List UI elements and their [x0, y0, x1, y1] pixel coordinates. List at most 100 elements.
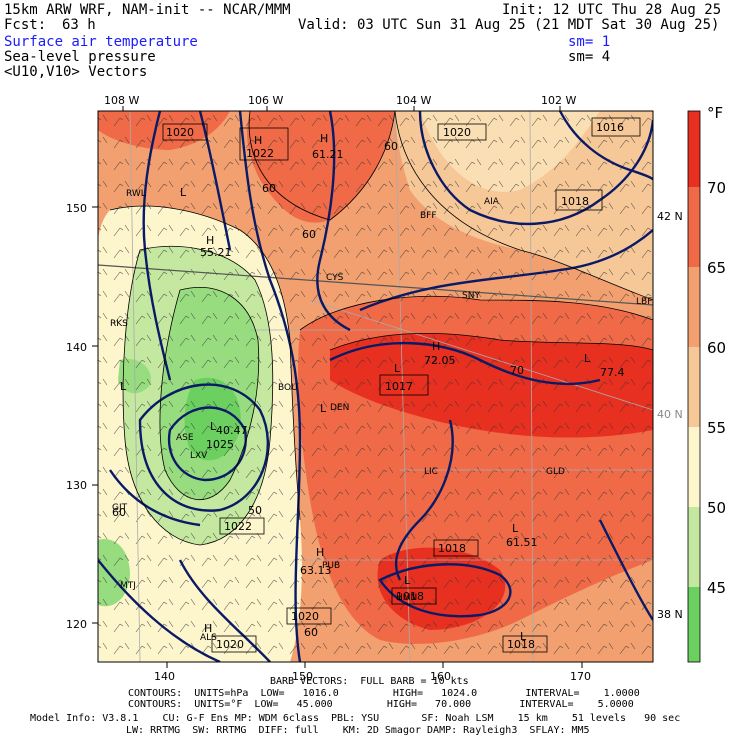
forecast-hour: 63 h	[62, 17, 96, 33]
pressure-label: 1020	[166, 126, 194, 139]
station-label: MTJ	[120, 581, 136, 591]
contour-label: 60	[262, 182, 276, 195]
pressure-label: 1020	[443, 126, 471, 139]
station-label: DEN	[330, 403, 349, 413]
top-lon-label: 108 W	[104, 94, 139, 107]
field-pressure-label: Sea-level pressure	[4, 49, 156, 65]
model-title: 15km ARW WRF, NAM-init -- NCAR/MMM	[4, 2, 291, 18]
station-label: LIC	[424, 467, 438, 477]
pressure-label: 1017	[385, 380, 413, 393]
station-label: GJT	[112, 503, 128, 513]
left-y-label: 130	[66, 479, 87, 492]
station-label: ALS	[200, 633, 217, 643]
extrema-labels: H L H H L L L H L H L H L L L 60 60 60 6…	[112, 132, 625, 643]
init-time: Init: 12 UTC Thu 28 Aug 25	[502, 2, 722, 18]
high-marker: H	[254, 134, 262, 147]
bottom-x-label: 160	[430, 670, 451, 683]
colorbar-segment	[688, 111, 700, 187]
station-label: LXV	[190, 451, 208, 461]
high-marker: H	[320, 132, 328, 145]
right-lat-label: 40 N	[657, 408, 683, 421]
low-marker: L	[210, 420, 217, 433]
high-marker: H	[316, 546, 324, 559]
pressure-contour-info: CONTOURS: UNITS=hPa LOW= 1016.0 HIGH= 10…	[128, 688, 640, 699]
low-marker: L	[512, 522, 519, 535]
contour-label: 60	[112, 506, 126, 519]
contour-label: 50	[248, 504, 262, 517]
map-annotations: RWL BFF AIA LBF SNY RKS BOU DEN LIC GLD …	[110, 189, 652, 643]
colorbar-segment	[688, 187, 700, 267]
pressure-label: 1020	[216, 638, 244, 651]
contour-label: 60	[302, 228, 316, 241]
temperature-extremum: 61.51	[506, 536, 538, 549]
station-label: BFF	[420, 211, 437, 221]
colorbar-segment	[688, 587, 700, 662]
low-marker: L	[584, 352, 591, 365]
station-label: AIA	[484, 197, 500, 207]
pressure-label: 1018	[561, 195, 589, 208]
contour-label: 60	[304, 626, 318, 639]
station-label: GLD	[546, 467, 565, 477]
valid-time: Valid: 03 UTC Sun 31 Aug 25 (21 MDT Sat …	[298, 17, 720, 33]
top-lon-label: 102 W	[541, 94, 576, 107]
temperature-extremum: 77.4	[600, 366, 625, 379]
axis-labels: 108 W 106 W 104 W 102 W 150 140 130 120 …	[66, 94, 683, 683]
bottom-x-label: 170	[570, 670, 591, 683]
field-wind-label: <U10,V10> Vectors	[4, 64, 148, 80]
top-lon-label: 104 W	[396, 94, 431, 107]
temperature-contour-info: CONTOURS: UNITS=°F LOW= 45.000 HIGH= 70.…	[128, 699, 634, 710]
high-marker: H	[432, 340, 440, 353]
temperature-extremum: 72.05	[424, 354, 456, 367]
pressure-label: 1022	[246, 147, 274, 160]
colorbar: °F 70 65 60 55 50 45	[687, 104, 726, 663]
left-y-label: 140	[66, 341, 87, 354]
low-marker: L	[394, 362, 401, 375]
pressure-label: 1018	[396, 590, 424, 603]
temperature-extremum: 61.21	[312, 148, 344, 161]
pressure-label: 1018	[507, 638, 535, 651]
field-temperature-label: Surface air temperature	[4, 34, 198, 50]
temperature-shading	[98, 111, 653, 662]
colorbar-label: 45	[707, 579, 726, 597]
station-label: PUB	[322, 561, 340, 571]
colorbar-label: 60	[707, 339, 726, 357]
station-label: CYS	[326, 273, 344, 283]
station-label: LBF	[636, 297, 652, 307]
temperature-extremum: 63.13	[300, 564, 332, 577]
high-marker: H	[204, 622, 212, 635]
contour-label: 70	[510, 364, 524, 377]
colorbar-segment	[688, 347, 700, 427]
colorbar-unit: °F	[707, 104, 723, 122]
pressure-extremum: 1025	[206, 438, 234, 451]
left-y-label: 120	[66, 618, 87, 631]
pressure-label: 1018	[438, 542, 466, 555]
pressure-label: 1022	[224, 520, 252, 533]
colorbar-segment	[688, 507, 700, 587]
colorbar-label: 55	[707, 419, 726, 437]
field-pressure-smoothing: sm= 4	[568, 49, 611, 65]
model-info-line1: Model Info: V3.8.1 CU: G-F Ens MP: WDM 6…	[30, 713, 681, 724]
pressure-label: 1020	[291, 610, 319, 623]
colorbar-label: 70	[707, 179, 726, 197]
colorbar-segment	[688, 267, 700, 347]
left-y-label: 150	[66, 202, 87, 215]
colorbar-label: 65	[707, 259, 726, 277]
station-label: BOU	[278, 383, 298, 393]
station-label: ASE	[176, 433, 194, 443]
low-marker: L	[404, 574, 411, 587]
high-marker: H	[206, 234, 214, 247]
low-marker: L	[120, 380, 127, 393]
colorbar-segment	[688, 427, 700, 507]
low-marker: L	[320, 402, 327, 415]
station-label: RWL	[126, 189, 146, 199]
forecast-label: Fcst:	[4, 17, 47, 33]
map-frame	[97, 110, 654, 663]
station-label: HMN	[396, 593, 417, 603]
field-temperature-smoothing: sm= 1	[568, 34, 611, 50]
top-lon-label: 106 W	[248, 94, 283, 107]
bottom-x-label: 150	[292, 670, 313, 683]
low-marker: L	[180, 186, 187, 199]
contour-label: 60	[384, 140, 398, 153]
station-label: RKS	[110, 319, 128, 329]
